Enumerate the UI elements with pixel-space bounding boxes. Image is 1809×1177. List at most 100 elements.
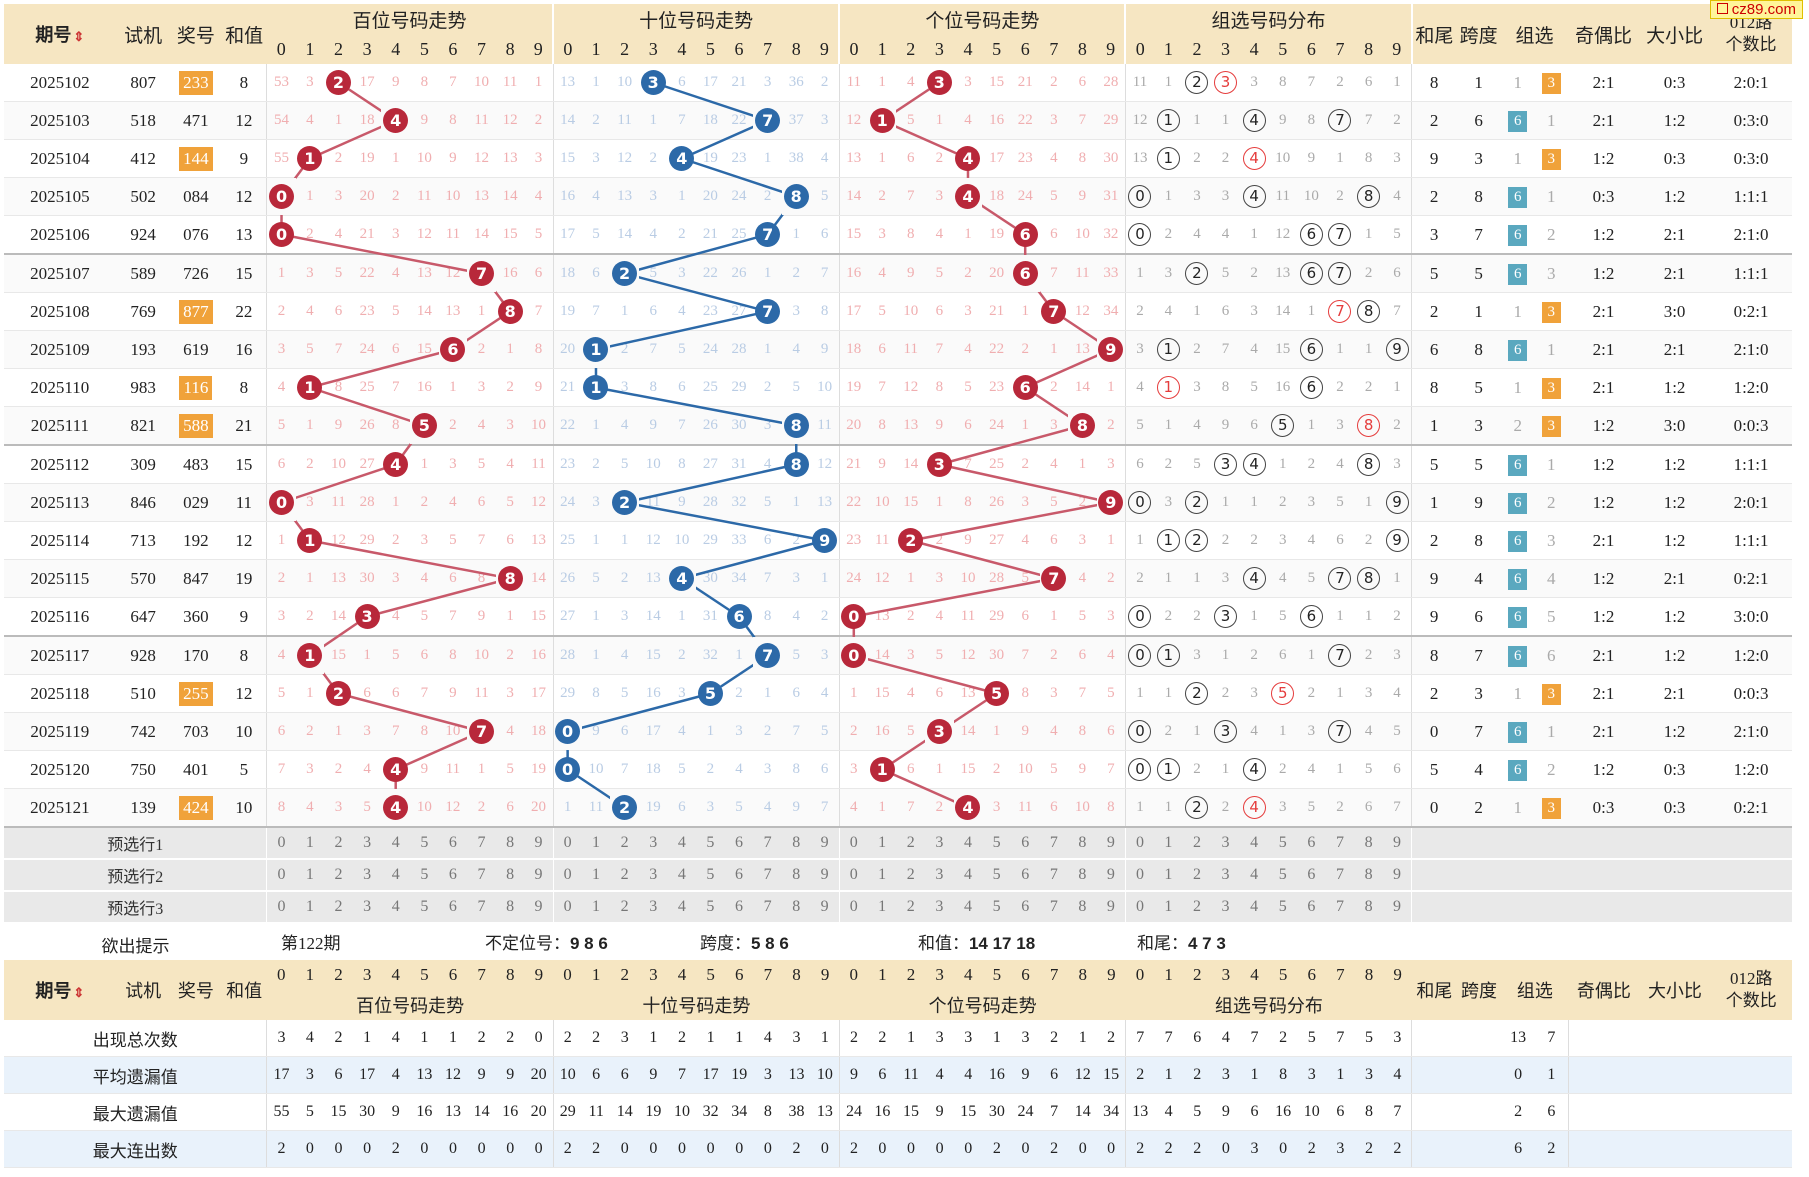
preselect-digit[interactable]: 6 xyxy=(1010,891,1040,924)
preselect-digit[interactable]: 3 xyxy=(925,827,954,860)
preselect-digit[interactable]: 5 xyxy=(982,859,1011,892)
preselect-digit[interactable]: 1 xyxy=(295,827,325,860)
preselect-digit[interactable]: 4 xyxy=(381,891,411,924)
preselect-digit[interactable]: 9 xyxy=(810,891,840,924)
preselect-digit[interactable]: 7 xyxy=(1039,891,1069,924)
preselect-digit[interactable]: 6 xyxy=(724,859,754,892)
preselect-digit[interactable]: 7 xyxy=(1325,859,1355,892)
preselect-digit[interactable]: 0 xyxy=(552,827,582,860)
preselect-digit[interactable]: 5 xyxy=(696,859,725,892)
preselect-digit[interactable]: 5 xyxy=(1268,827,1298,860)
sort-icon[interactable]: ⇕ xyxy=(73,29,85,44)
preselect-digit[interactable]: 0 xyxy=(838,891,868,924)
preselect-digit[interactable]: 3 xyxy=(1211,827,1240,860)
preselect-digit[interactable]: 6 xyxy=(1297,891,1326,924)
preselect-digit[interactable]: 0 xyxy=(1124,827,1155,860)
preselect-digit[interactable]: 8 xyxy=(495,891,525,924)
preselect-digit[interactable]: 2 xyxy=(324,891,353,924)
preselect-digit[interactable]: 6 xyxy=(1297,827,1326,860)
preselect-digit[interactable]: 9 xyxy=(524,891,554,924)
preselect-digit[interactable]: 7 xyxy=(467,859,496,892)
preselect-digit[interactable]: 4 xyxy=(381,827,411,860)
preselect-digit[interactable]: 0 xyxy=(1124,859,1155,892)
preselect-digit[interactable]: 4 xyxy=(667,891,697,924)
preselect-digit[interactable]: 5 xyxy=(1268,859,1298,892)
preselect-digit[interactable]: 9 xyxy=(1096,891,1126,924)
preselect-digit[interactable]: 1 xyxy=(1154,827,1183,860)
preselect-digit[interactable]: 9 xyxy=(1382,859,1412,892)
preselect-digit[interactable]: 8 xyxy=(495,859,525,892)
preselect-digit[interactable]: 2 xyxy=(896,827,926,860)
preselect-digit[interactable]: 9 xyxy=(810,827,840,860)
preselect-digit[interactable]: 3 xyxy=(352,859,382,892)
preselect-digit[interactable]: 1 xyxy=(867,859,897,892)
preselect-digit[interactable]: 5 xyxy=(982,891,1011,924)
period-header[interactable]: 期号 ⇕ xyxy=(4,4,116,64)
preselect-digit[interactable]: 6 xyxy=(1297,859,1326,892)
preselect-digit[interactable]: 8 xyxy=(1354,827,1383,860)
preselect-digit[interactable]: 2 xyxy=(896,859,926,892)
preselect-digit[interactable]: 8 xyxy=(781,827,811,860)
preselect-digit[interactable]: 6 xyxy=(724,827,754,860)
preselect-digit[interactable]: 6 xyxy=(438,827,468,860)
preselect-digit[interactable]: 2 xyxy=(1182,827,1212,860)
preselect-digit[interactable]: 0 xyxy=(552,859,582,892)
preselect-digit[interactable]: 4 xyxy=(1239,827,1269,860)
preselect-digit[interactable]: 0 xyxy=(552,891,582,924)
preselect-digit[interactable]: 6 xyxy=(438,891,468,924)
preselect-digit[interactable]: 7 xyxy=(753,859,782,892)
preselect-digit[interactable]: 4 xyxy=(953,827,983,860)
period-header-foot[interactable]: 期号 ⇕ xyxy=(4,960,116,1020)
preselect-digit[interactable]: 3 xyxy=(925,891,954,924)
preselect-digit[interactable]: 4 xyxy=(1239,859,1269,892)
preselect-digit[interactable]: 8 xyxy=(781,891,811,924)
preselect-digit[interactable]: 1 xyxy=(581,827,611,860)
preselect-digit[interactable]: 7 xyxy=(467,891,496,924)
preselect-digit[interactable]: 4 xyxy=(381,859,411,892)
preselect-digit[interactable]: 7 xyxy=(753,891,782,924)
preselect-digit[interactable]: 5 xyxy=(410,827,439,860)
preselect-digit[interactable]: 1 xyxy=(581,859,611,892)
preselect-digit[interactable]: 3 xyxy=(638,859,668,892)
preselect-digit[interactable]: 8 xyxy=(1068,859,1097,892)
preselect-digit[interactable]: 0 xyxy=(266,859,296,892)
preselect-digit[interactable]: 3 xyxy=(638,891,668,924)
preselect-digit[interactable]: 0 xyxy=(1124,891,1155,924)
preselect-digit[interactable]: 2 xyxy=(1182,859,1212,892)
preselect-digit[interactable]: 7 xyxy=(1325,891,1355,924)
preselect-digit[interactable]: 2 xyxy=(324,827,353,860)
preselect-digit[interactable]: 5 xyxy=(696,827,725,860)
preselect-digit[interactable]: 3 xyxy=(1211,891,1240,924)
preselect-digit[interactable]: 3 xyxy=(925,859,954,892)
preselect-digit[interactable]: 1 xyxy=(1154,891,1183,924)
preselect-digit[interactable]: 9 xyxy=(1096,859,1126,892)
preselect-digit[interactable]: 9 xyxy=(1382,827,1412,860)
preselect-digit[interactable]: 1 xyxy=(867,827,897,860)
preselect-digit[interactable]: 2 xyxy=(610,827,639,860)
preselect-digit[interactable]: 5 xyxy=(696,891,725,924)
preselect-digit[interactable]: 9 xyxy=(1096,827,1126,860)
preselect-digit[interactable]: 7 xyxy=(1039,827,1069,860)
preselect-digit[interactable]: 8 xyxy=(1354,859,1383,892)
preselect-digit[interactable]: 8 xyxy=(495,827,525,860)
sort-icon[interactable]: ⇕ xyxy=(73,985,85,1000)
preselect-digit[interactable]: 6 xyxy=(1010,859,1040,892)
preselect-digit[interactable]: 6 xyxy=(438,859,468,892)
preselect-digit[interactable]: 1 xyxy=(581,891,611,924)
preselect-digit[interactable]: 0 xyxy=(266,827,296,860)
preselect-digit[interactable]: 4 xyxy=(667,859,697,892)
preselect-digit[interactable]: 6 xyxy=(1010,827,1040,860)
preselect-digit[interactable]: 5 xyxy=(410,891,439,924)
preselect-digit[interactable]: 9 xyxy=(524,827,554,860)
site-badge[interactable]: cz89.com xyxy=(1709,0,1803,19)
preselect-digit[interactable]: 4 xyxy=(953,859,983,892)
preselect-digit[interactable]: 4 xyxy=(953,891,983,924)
preselect-digit[interactable]: 8 xyxy=(1068,827,1097,860)
preselect-digit[interactable]: 2 xyxy=(896,891,926,924)
preselect-digit[interactable]: 5 xyxy=(1268,891,1298,924)
preselect-digit[interactable]: 2 xyxy=(610,891,639,924)
preselect-digit[interactable]: 7 xyxy=(1039,859,1069,892)
preselect-digit[interactable]: 2 xyxy=(610,859,639,892)
preselect-digit[interactable]: 7 xyxy=(1325,827,1355,860)
preselect-digit[interactable]: 8 xyxy=(1068,891,1097,924)
